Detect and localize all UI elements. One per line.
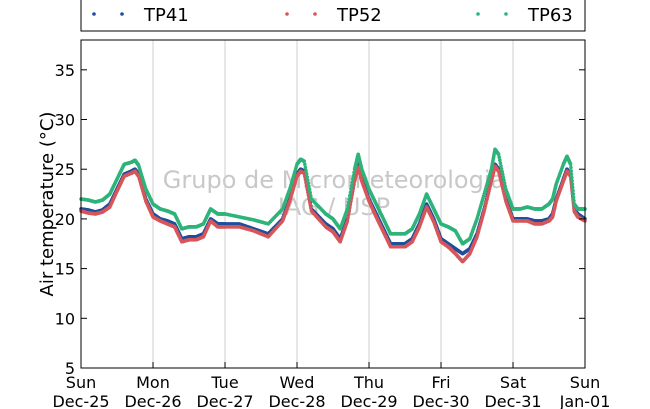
data-point-TP63 bbox=[571, 192, 576, 196]
data-point-TP63 bbox=[302, 159, 307, 164]
data-point-TP63 bbox=[569, 169, 573, 173]
data-point-TP63 bbox=[351, 174, 356, 178]
data-point-TP63 bbox=[306, 181, 311, 186]
x-tick-label-date: Dec-27 bbox=[196, 392, 253, 409]
data-point-TP63 bbox=[305, 175, 310, 179]
data-point-TP63 bbox=[570, 175, 574, 180]
x-tick-label-date: Dec-29 bbox=[340, 392, 397, 409]
data-point-TP63 bbox=[569, 172, 574, 176]
data-point-TP63 bbox=[304, 168, 308, 173]
legend-marker-TP63 bbox=[476, 12, 480, 16]
y-tick-label: 25 bbox=[55, 160, 75, 179]
data-point-TP63 bbox=[351, 177, 355, 181]
watermark-line-1: Grupo de Micrometeorologia bbox=[163, 166, 505, 194]
data-point-TP63 bbox=[306, 178, 310, 182]
data-point-TP63 bbox=[502, 178, 506, 183]
legend-label-TP63: TP63 bbox=[527, 5, 573, 26]
data-point-TP63 bbox=[303, 162, 307, 167]
x-tick-label-day: Thu bbox=[353, 373, 384, 392]
data-point-TP63 bbox=[568, 162, 573, 167]
data-point-TP63 bbox=[348, 190, 353, 195]
data-point-TP63 bbox=[498, 161, 503, 165]
legend-marker-TP52 bbox=[285, 12, 289, 16]
x-tick-label-day: Mon bbox=[136, 373, 170, 392]
data-point-TP63 bbox=[345, 207, 350, 211]
legend-label-TP41: TP41 bbox=[143, 5, 189, 26]
data-point-TP63 bbox=[571, 188, 575, 193]
x-tick-label-day: Fri bbox=[431, 373, 450, 392]
data-point-TP63 bbox=[496, 152, 501, 157]
legend-box bbox=[80, 0, 586, 32]
x-tick-label-date: Dec-25 bbox=[52, 392, 109, 409]
x-tick-label-date: Dec-26 bbox=[124, 392, 181, 409]
x-tick-label-date: Dec-30 bbox=[412, 392, 469, 409]
plot-data bbox=[79, 147, 587, 264]
data-point-TP63 bbox=[308, 190, 313, 195]
data-point-TP63 bbox=[497, 155, 502, 160]
x-tick-label-day: Tue bbox=[210, 373, 238, 392]
legend: TP41 TP52 TP63 bbox=[80, 0, 586, 32]
legend-label-TP52: TP52 bbox=[336, 5, 382, 26]
x-tick-label-day: Sun bbox=[66, 373, 96, 392]
data-point-TP63 bbox=[501, 175, 506, 180]
data-point-TP52 bbox=[346, 215, 350, 220]
y-tick-label: 35 bbox=[55, 61, 75, 80]
y-tick-label: 15 bbox=[55, 260, 75, 279]
data-point-TP63 bbox=[571, 195, 576, 200]
data-point-TP52 bbox=[307, 199, 312, 204]
data-point-TP63 bbox=[503, 184, 508, 188]
data-point-TP63 bbox=[499, 166, 504, 171]
data-point-TP63 bbox=[309, 194, 313, 198]
data-point-TP63 bbox=[349, 183, 354, 188]
data-point-TP52 bbox=[309, 206, 313, 210]
data-point-TP52 bbox=[308, 202, 313, 207]
y-tick-label: 20 bbox=[55, 210, 75, 229]
y-tick-label: 10 bbox=[55, 309, 75, 328]
data-point-TP63 bbox=[569, 165, 573, 170]
data-point-TP63 bbox=[349, 187, 353, 191]
y-axis-label: Air temperature (°C) bbox=[37, 112, 58, 297]
data-point-TP63 bbox=[500, 169, 505, 174]
data-point-TP52 bbox=[346, 212, 351, 217]
plot-frame bbox=[80, 39, 586, 369]
data-point-TP63 bbox=[350, 180, 355, 185]
axes: 5101520253035SunDec-25MonDec-26TueDec-27… bbox=[52, 61, 610, 409]
data-point-TP63 bbox=[570, 179, 574, 183]
data-point-TP63 bbox=[346, 203, 350, 208]
x-tick-label-date: Dec-31 bbox=[484, 392, 541, 409]
legend-marker-TP41 bbox=[120, 12, 124, 16]
legend-marker-TP41 bbox=[92, 12, 96, 16]
series-TP52 bbox=[79, 164, 587, 264]
x-tick-label-day: Wed bbox=[280, 373, 315, 392]
legend-marker-TP63 bbox=[504, 12, 508, 16]
x-tick-label-date: Jan-01 bbox=[559, 392, 611, 409]
y-tick-label: 30 bbox=[55, 111, 75, 130]
data-point-TP63 bbox=[348, 193, 352, 198]
data-point-TP63 bbox=[352, 170, 356, 175]
data-point-TP63 bbox=[502, 181, 507, 186]
data-point-TP63 bbox=[499, 164, 503, 168]
data-point-TP63 bbox=[570, 182, 575, 186]
data-point-TP63 bbox=[501, 172, 505, 177]
data-point-TP63 bbox=[498, 158, 502, 162]
series-TP63 bbox=[79, 147, 587, 246]
data-point-TP63 bbox=[346, 200, 351, 205]
data-point-TP63 bbox=[572, 198, 576, 203]
x-tick-label-date: Dec-28 bbox=[268, 392, 325, 409]
data-point-TP63 bbox=[570, 185, 575, 190]
x-tick-label-day: Sat bbox=[500, 373, 526, 392]
data-point-TP63 bbox=[307, 184, 311, 189]
data-point-TP63 bbox=[303, 165, 308, 170]
data-point-TP63 bbox=[307, 187, 312, 192]
x-tick-label-day: Sun bbox=[570, 373, 600, 392]
legend-marker-TP52 bbox=[313, 12, 317, 16]
data-point-TP52 bbox=[345, 219, 350, 223]
data-point-TP63 bbox=[347, 197, 352, 201]
y-tick-label: 5 bbox=[65, 359, 75, 378]
data-point-TP63 bbox=[304, 172, 309, 176]
